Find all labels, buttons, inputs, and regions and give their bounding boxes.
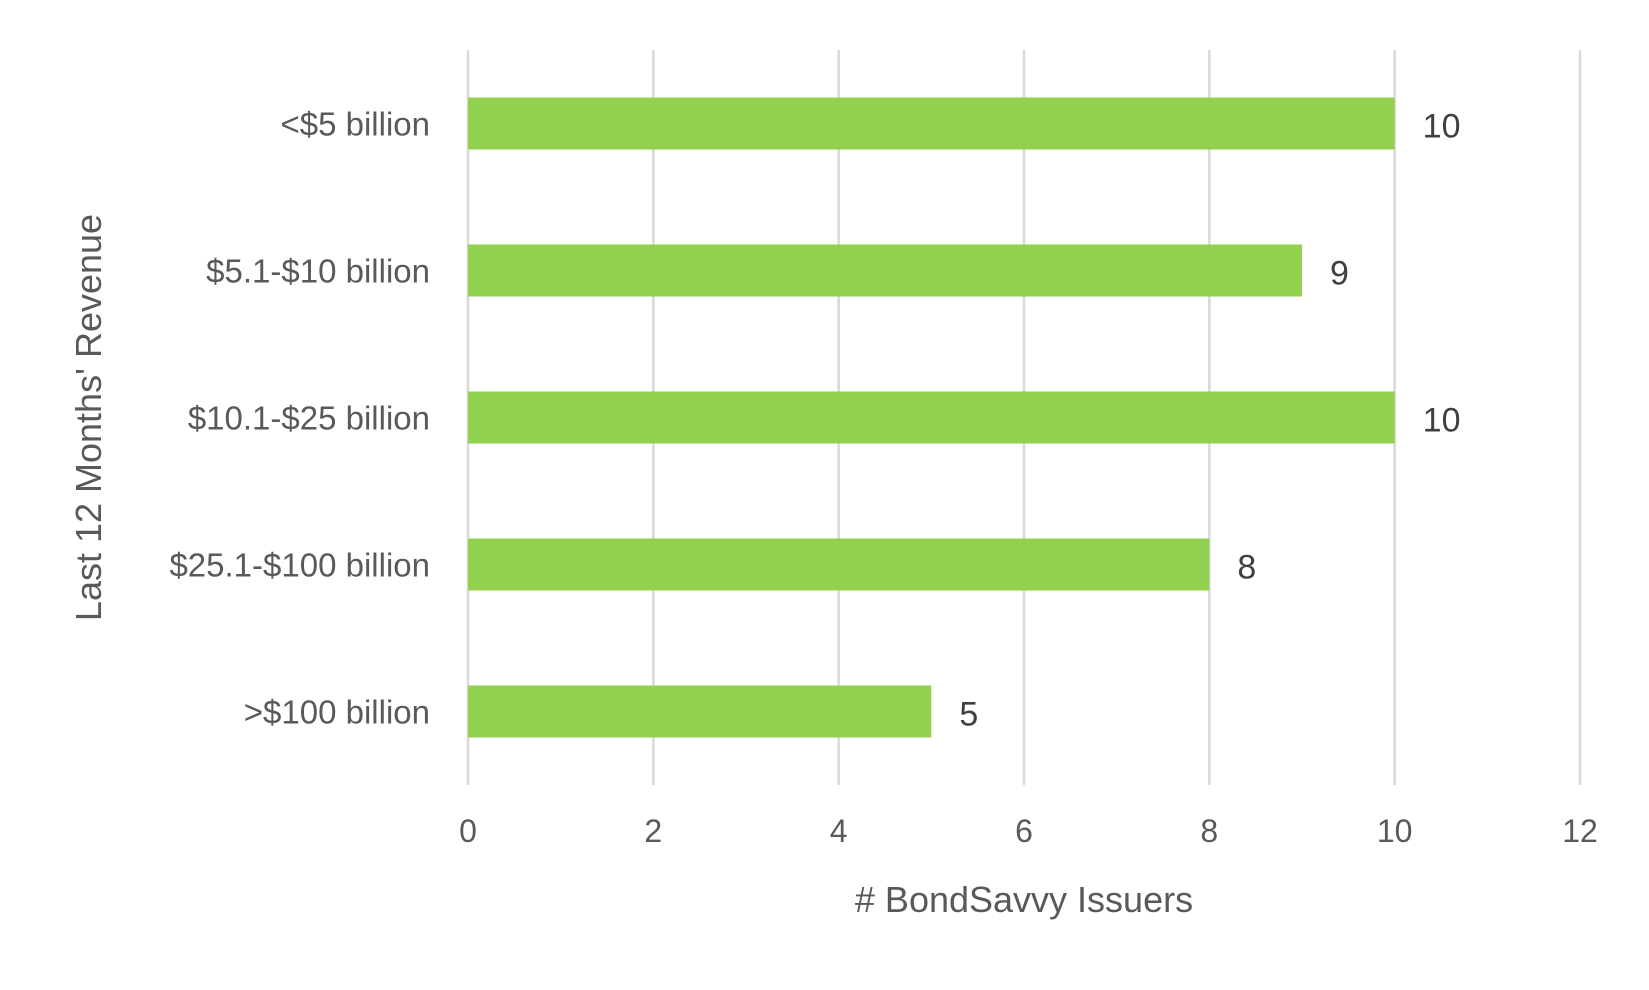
x-tick-label: 2 — [644, 813, 662, 849]
x-tick-label: 8 — [1200, 813, 1218, 849]
x-tick-label: 0 — [459, 813, 477, 849]
labels: 0 2 4 6 8 10 12 <$5 billion 10 $5.1-$10 billion 9 $… — [169, 106, 1597, 850]
data-label: 9 — [1330, 255, 1349, 293]
category-label: >$100 billion — [244, 694, 430, 731]
bars — [468, 97, 1395, 738]
bar — [468, 97, 1395, 150]
data-label: 8 — [1237, 549, 1256, 587]
category-label: $10.1-$25 billion — [188, 400, 430, 437]
category-label: $25.1-$100 billion — [169, 547, 430, 584]
x-axis-title: # BondSavvy Issuers — [855, 879, 1193, 920]
data-label: 10 — [1423, 402, 1461, 440]
y-axis-title: Last 12 Months' Revenue — [68, 214, 109, 621]
category-label: $5.1-$10 billion — [206, 253, 430, 290]
category-label: <$5 billion — [280, 106, 430, 143]
x-tick-label: 6 — [1015, 813, 1033, 849]
x-tick-label: 12 — [1562, 813, 1598, 849]
data-label: 5 — [959, 696, 978, 734]
bar — [468, 538, 1210, 591]
x-tick-label: 4 — [830, 813, 848, 849]
bar — [468, 685, 932, 738]
x-tick-label: 10 — [1377, 813, 1413, 849]
bar — [468, 391, 1395, 444]
bar — [468, 244, 1302, 297]
data-label: 10 — [1423, 108, 1461, 146]
